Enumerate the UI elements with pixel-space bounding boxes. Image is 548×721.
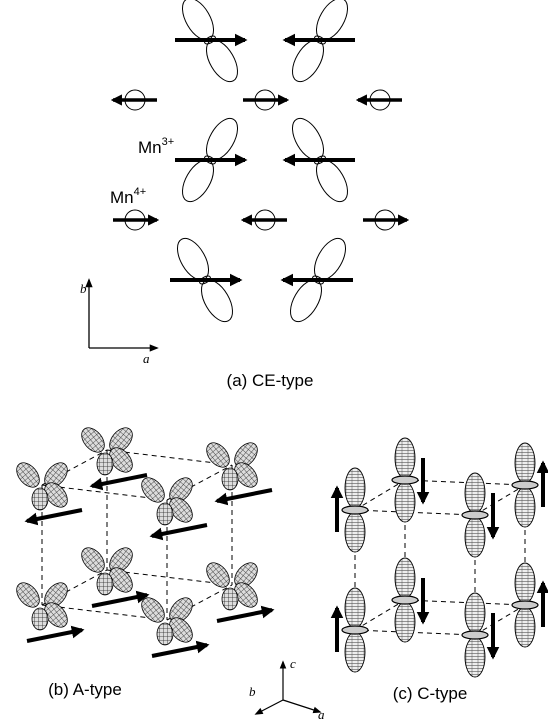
d3z2-orbital	[392, 558, 418, 642]
d3z2-orbital	[462, 473, 488, 557]
axis-label: b	[249, 684, 256, 699]
orbital-lobe	[395, 558, 415, 598]
orbital-lobe	[286, 35, 330, 87]
ion-charge: 4+	[134, 186, 147, 198]
orbital-ring	[392, 596, 418, 604]
panel-label: (c) C-type	[393, 684, 468, 703]
axis-label: a	[143, 351, 150, 366]
orbital-lobe	[515, 443, 535, 483]
orbital-lobe	[97, 453, 113, 475]
spin-arrow	[152, 525, 207, 536]
orbital-lobe	[308, 233, 352, 285]
axis-label: a	[318, 707, 325, 721]
orbital-lobe	[200, 35, 244, 87]
orbital-lobe	[222, 588, 238, 610]
orbital-lobe	[222, 468, 238, 490]
orbital-lobe	[395, 482, 415, 522]
figure: Mn3+ Mn4+ b a (a) CE-type c b a (b) A-ty…	[0, 0, 548, 721]
orbital-ring	[512, 481, 538, 489]
orbital-lobe	[157, 503, 173, 525]
orbital-lobe	[12, 458, 44, 491]
orbital-lobe	[77, 423, 109, 456]
orbital-lobe	[345, 468, 365, 508]
spin-arrow	[92, 595, 147, 606]
ion-symbol: Mn	[138, 138, 162, 157]
orbital-ring	[342, 506, 368, 514]
axis-label: b	[80, 281, 87, 296]
orbital-lobe	[202, 438, 234, 471]
lattice-edge	[355, 510, 475, 515]
ion-symbol: Mn	[110, 188, 134, 207]
orbital-lobe	[157, 623, 173, 645]
orbital-lobe	[345, 512, 365, 552]
orbital-lobe	[176, 155, 220, 207]
orbital-lobe	[200, 113, 244, 165]
ion-label: Mn3+	[138, 136, 174, 157]
orbital-lobe	[12, 578, 44, 611]
spin-arrow	[92, 475, 147, 486]
orbital-lobe	[515, 607, 535, 647]
orbital-lobe	[171, 233, 215, 285]
orbital-lobe	[395, 602, 415, 642]
orbital-ring	[462, 511, 488, 519]
axis-b	[256, 700, 283, 714]
orbital-lobe	[465, 517, 485, 557]
orbital-lobe	[515, 563, 535, 603]
eg-orbital	[286, 0, 354, 87]
spin-arrow	[152, 645, 207, 656]
ion-charge: 3+	[162, 136, 175, 148]
d3z2-orbital	[342, 468, 368, 552]
orbital-lobe	[465, 473, 485, 513]
orbital-lobe	[77, 543, 109, 576]
spin-arrow	[27, 630, 82, 641]
d3z2-orbital	[342, 588, 368, 672]
panel-label: (b) A-type	[48, 680, 122, 699]
orbital-ring	[342, 626, 368, 634]
ion-label: Mn4+	[110, 186, 146, 207]
orbital-lobe	[465, 637, 485, 677]
eg-orbital	[176, 0, 244, 87]
orbital-lobe	[284, 275, 328, 327]
axis-label: c	[290, 656, 296, 671]
orbital-ring	[392, 476, 418, 484]
lattice-edge	[355, 630, 475, 635]
orbital-lobe	[137, 593, 169, 626]
orbital-lobe	[465, 593, 485, 633]
orbital-lobe	[395, 438, 415, 478]
orbital-lobe	[32, 488, 48, 510]
d3z2-orbital	[392, 438, 418, 522]
orbital-lobe	[97, 573, 113, 595]
spin-arrow	[27, 510, 82, 521]
spin-arrow	[217, 490, 272, 501]
orbital-lobe	[195, 275, 239, 327]
d3z2-orbital	[512, 443, 538, 527]
d3z2-orbital	[512, 563, 538, 647]
orbital-lobe	[202, 558, 234, 591]
orbital-lobe	[32, 608, 48, 630]
orbital-lobe	[345, 588, 365, 628]
drawing	[12, 0, 543, 677]
orbital-ring	[512, 601, 538, 609]
orbital-lobe	[345, 632, 365, 672]
panel-label: (a) CE-type	[227, 371, 314, 390]
orbital-lobe	[310, 155, 354, 207]
orbital-lobe	[515, 487, 535, 527]
orbital-lobe	[137, 473, 169, 506]
orbital-lobe	[286, 113, 330, 165]
axis-a	[283, 700, 320, 712]
orbital-ring	[462, 631, 488, 639]
spin-arrow	[217, 610, 272, 621]
d3z2-orbital	[462, 593, 488, 677]
